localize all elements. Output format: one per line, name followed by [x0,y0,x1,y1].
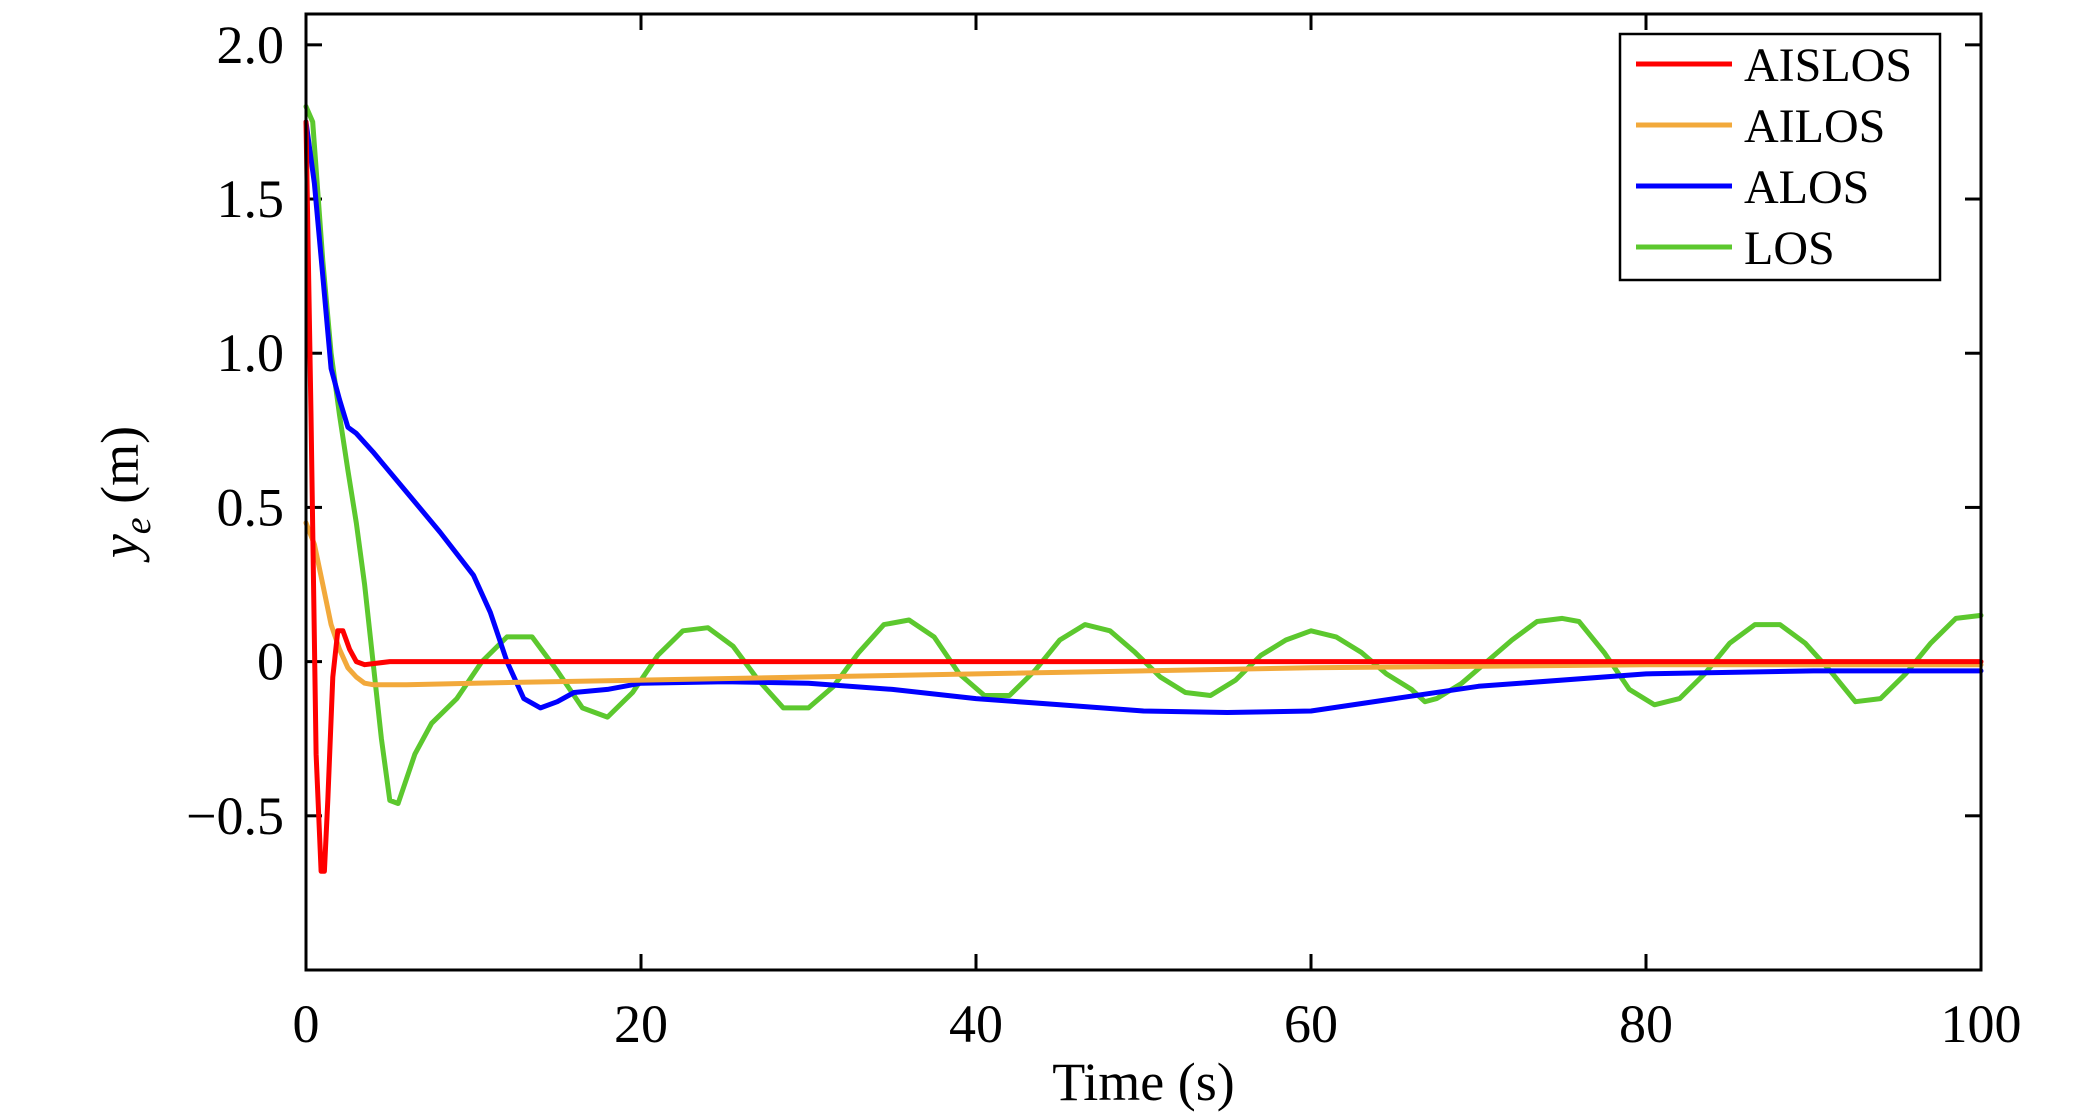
x-tick-label: 40 [949,994,1003,1054]
x-tick-label: 100 [1941,994,2022,1054]
plot-frame [304,12,1983,972]
series-line-ailos [303,520,1984,688]
x-tick-label: 60 [1284,994,1338,1054]
legend-label: LOS [1744,222,1835,275]
x-axis-title: Time (s) [1052,1052,1235,1112]
legend-label: AILOS [1744,100,1885,153]
y-tick-label: 2.0 [217,15,285,75]
y-tick-labels: −0.5 0 0.5 1.0 1.5 2.0 [186,15,284,846]
x-tick-label: 80 [1619,994,1673,1054]
series-lines [303,104,1984,874]
legend-item-aislos: AISLOS [1636,39,1912,92]
x-tick-label: 20 [614,994,668,1054]
legend-item-ailos: AILOS [1636,100,1885,153]
legend-items: AISLOS AILOS ALOS LOS [1636,39,1912,275]
legend-box [1618,32,1942,282]
x-tick-label: 0 [293,994,320,1054]
y-tick-label: 1.0 [217,323,285,383]
y-tick-label: 0 [257,632,284,692]
legend: AISLOS AILOS ALOS LOS [1618,32,1942,282]
legend-label: ALOS [1744,161,1869,214]
y-axis-title: ye (m) [90,426,159,563]
y-tick-label: 1.5 [217,169,285,229]
y-tick-label: 0.5 [217,477,285,537]
legend-item-alos: ALOS [1636,161,1869,214]
legend-label: AISLOS [1744,39,1912,92]
y-tick-label: −0.5 [186,786,284,846]
x-tick-labels: 0 20 40 60 80 100 [293,994,2022,1054]
legend-item-los: LOS [1636,222,1835,275]
series-line-aislos [303,119,1984,874]
y-axis-title-unit: (m) [90,426,150,517]
series-line-los [303,104,1984,806]
y-axis-title-main: y [90,534,150,563]
y-axis-title-subscript: e [117,517,159,534]
series-line-alos [303,119,1984,715]
